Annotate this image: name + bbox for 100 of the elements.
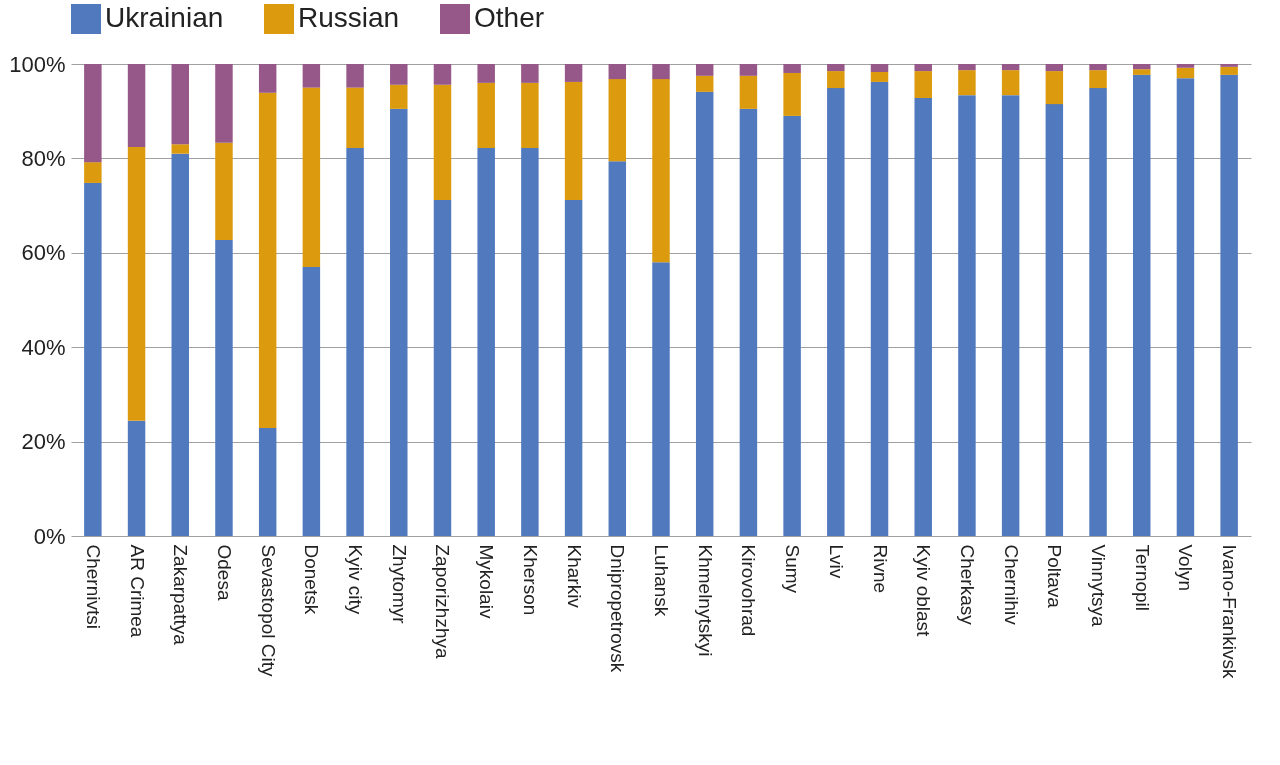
x-tick-label: Dnipropetrovsk bbox=[607, 544, 629, 673]
bar bbox=[564, 81, 583, 200]
bar bbox=[608, 64, 627, 80]
bar bbox=[870, 64, 889, 73]
bar bbox=[1089, 64, 1107, 71]
bar bbox=[1220, 74, 1238, 536]
x-tick-label: Kirovohrad bbox=[738, 544, 760, 637]
x-tick-label: Kherson bbox=[519, 544, 541, 616]
y-tick-label: 0% bbox=[33, 523, 66, 549]
x-tick-label: Luhansk bbox=[651, 544, 672, 617]
bar bbox=[390, 108, 408, 536]
bar bbox=[695, 75, 714, 92]
x-tick-label: AR Crimea bbox=[126, 544, 148, 638]
legend-label: Russian bbox=[298, 2, 400, 33]
bar bbox=[258, 64, 277, 93]
bar bbox=[521, 148, 539, 536]
x-tick-label: Donetsk bbox=[301, 544, 323, 615]
bar bbox=[1220, 66, 1238, 75]
x-tick-label: Khmelnytskyi bbox=[694, 544, 716, 657]
x-tick-label: Sumy bbox=[782, 544, 804, 594]
bar bbox=[827, 88, 845, 536]
bar bbox=[652, 262, 670, 536]
bar bbox=[84, 64, 102, 163]
bar bbox=[171, 153, 189, 536]
bar bbox=[171, 64, 189, 145]
legend-label: Other bbox=[474, 2, 545, 33]
bar bbox=[127, 147, 146, 421]
y-tick-label: 80% bbox=[21, 145, 66, 171]
legend-label: Ukrainian bbox=[105, 2, 224, 33]
bar bbox=[1220, 64, 1238, 67]
bar bbox=[521, 82, 539, 149]
bar bbox=[739, 75, 758, 109]
bar bbox=[258, 92, 277, 428]
x-tick-label: Volyn bbox=[1175, 544, 1197, 591]
bar bbox=[1176, 64, 1195, 68]
bar bbox=[914, 64, 932, 72]
y-tick-label: 100% bbox=[9, 51, 66, 77]
bar bbox=[608, 161, 627, 536]
x-tick-label: Chernivtsi bbox=[82, 544, 104, 629]
bar bbox=[1133, 69, 1151, 75]
bar bbox=[127, 64, 146, 148]
x-tick-label: Vinnytsya bbox=[1088, 544, 1110, 627]
x-tick-label: Chernihiv bbox=[1000, 544, 1022, 626]
bar bbox=[783, 72, 801, 116]
bar bbox=[477, 64, 495, 83]
bar bbox=[695, 91, 714, 536]
bar bbox=[477, 82, 495, 149]
bar bbox=[433, 199, 452, 536]
bar bbox=[608, 79, 627, 162]
x-tick-label: Poltava bbox=[1044, 544, 1066, 609]
bar bbox=[739, 108, 758, 536]
bar bbox=[1001, 70, 1020, 96]
x-tick-label: Ternopil bbox=[1131, 544, 1153, 612]
bar bbox=[477, 148, 495, 536]
x-tick-label: Zaporizhzhya bbox=[432, 544, 454, 659]
bar bbox=[390, 64, 408, 85]
bar bbox=[346, 87, 364, 149]
x-tick-label: Rivne bbox=[869, 544, 891, 594]
x-tick-label: Kyiv oblast bbox=[913, 544, 935, 638]
bar bbox=[171, 144, 189, 154]
bar bbox=[1045, 71, 1064, 105]
bar bbox=[215, 240, 233, 536]
bar bbox=[1045, 64, 1064, 72]
bar bbox=[695, 64, 714, 76]
bar bbox=[302, 64, 321, 88]
bar bbox=[1133, 64, 1151, 70]
bar bbox=[84, 182, 102, 536]
bar bbox=[783, 64, 801, 73]
bar bbox=[1001, 95, 1020, 536]
x-tick-label: Lviv bbox=[825, 544, 847, 579]
bar bbox=[302, 266, 321, 536]
bar bbox=[84, 162, 102, 183]
y-tick-label: 60% bbox=[21, 240, 66, 266]
x-tick-label: Zhytomyr bbox=[388, 544, 410, 625]
bar bbox=[215, 142, 233, 241]
bar bbox=[346, 148, 364, 536]
bar bbox=[390, 84, 408, 109]
bar bbox=[870, 72, 889, 82]
y-tick-label: 40% bbox=[21, 334, 66, 360]
bar bbox=[433, 64, 452, 85]
bar bbox=[958, 70, 976, 96]
bar bbox=[1089, 70, 1107, 89]
bar bbox=[1001, 64, 1020, 71]
bar bbox=[958, 64, 976, 71]
bar bbox=[1133, 74, 1151, 536]
x-tick-label: Kyiv city bbox=[345, 544, 367, 615]
x-tick-label: Ivano-Frankivsk bbox=[1219, 544, 1241, 680]
bar bbox=[258, 427, 277, 536]
bar bbox=[1045, 104, 1064, 536]
bar bbox=[1176, 67, 1195, 79]
bar bbox=[215, 64, 233, 143]
bar bbox=[783, 115, 801, 536]
y-tick-label: 20% bbox=[21, 429, 66, 455]
bar bbox=[1089, 88, 1107, 536]
bar bbox=[739, 64, 758, 76]
bar bbox=[564, 199, 583, 536]
bar bbox=[870, 81, 889, 536]
x-tick-label: Zakarpattya bbox=[170, 544, 192, 646]
bar bbox=[827, 64, 845, 72]
bar bbox=[127, 420, 146, 536]
